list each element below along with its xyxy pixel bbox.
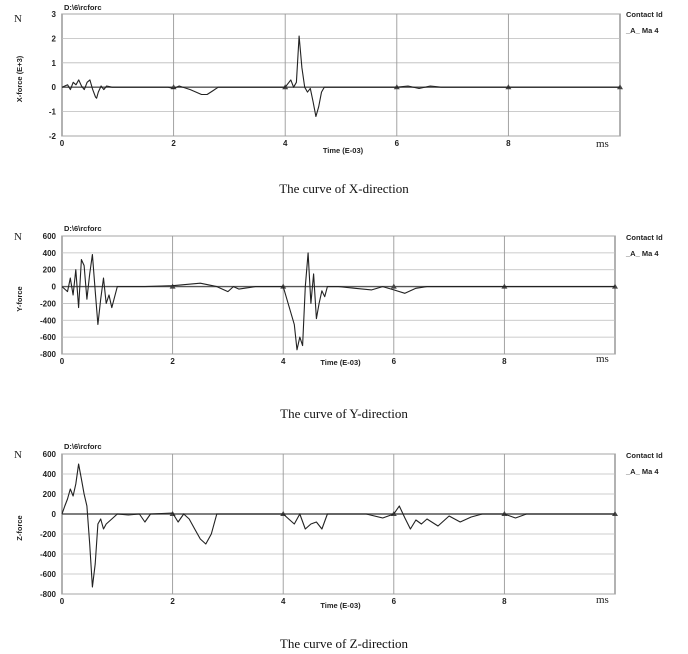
legend-title: Contact Id	[626, 233, 663, 242]
x-axis-label: Time (E-03)	[320, 358, 361, 367]
x-tick-label: 8	[502, 357, 507, 366]
y-axis-label: Z-force	[15, 515, 24, 540]
y-tick-label: 200	[43, 266, 57, 275]
chart-panel-x: 3 2 1 0 -1 -2 0 2 4 6 8 D:\6\rcforc N X-force (E+3) Ti…	[0, 0, 688, 200]
y-tick-label: 0	[52, 510, 57, 519]
chart-caption-z: The curve of Z-direction	[279, 636, 409, 651]
x-tick-label: 8	[502, 597, 507, 606]
y-tick-label: -1	[49, 108, 57, 117]
legend-entry: _A_ Ma 4	[625, 467, 659, 476]
y-tick-label: -600	[40, 333, 57, 342]
y-axis-label: Y-force	[15, 286, 24, 311]
series-marker	[390, 283, 397, 289]
unit-label-right: ms	[596, 594, 609, 606]
y-tick-label: -800	[40, 350, 57, 359]
chart-panel-y: 600 400 200 0 -200 -400 -600 -800 0 2 4 6 8 D:\6\rcfo…	[0, 218, 688, 428]
x-tick-label: 4	[281, 357, 286, 366]
chart-caption-y: The curve of Y-direction	[280, 406, 408, 421]
chart-panel-z: 600 400 200 0 -200 -400 -600 -800 0 2 4 6 8 D:\6\rcfo…	[0, 440, 688, 654]
legend-title: Contact Id	[626, 10, 663, 19]
series-line-a-ma-4	[61, 463, 615, 588]
y-axis-label: X-force (E+3)	[15, 55, 24, 102]
x-tick-label: 2	[170, 357, 175, 366]
series-line-a-ma-4	[61, 35, 620, 118]
x-tick-label: 4	[281, 597, 286, 606]
unit-label-right: ms	[596, 353, 609, 365]
unit-label-right: ms	[596, 138, 609, 150]
x-tick-label: 0	[60, 139, 65, 148]
y-tick-label: -200	[40, 530, 57, 539]
plot-frame	[61, 453, 616, 595]
file-path-label: D:\6\rcforc	[64, 442, 102, 451]
y-tick-label: -2	[49, 132, 57, 141]
plot-frame	[61, 235, 616, 355]
x-tick-label: 6	[392, 357, 397, 366]
x-tick-label: 2	[170, 597, 175, 606]
x-tick-label: 2	[171, 139, 176, 148]
y-tick-label: -200	[40, 299, 57, 308]
y-tick-label: 2	[52, 34, 57, 43]
x-tick-label: 0	[60, 357, 65, 366]
file-path-label: D:\6\rcforc	[64, 224, 102, 233]
x-axis-label: Time (E-03)	[323, 146, 364, 155]
y-tick-label: -400	[40, 550, 57, 559]
y-tick-label: 600	[43, 232, 57, 241]
legend-title: Contact Id	[626, 451, 663, 460]
x-axis-label: Time (E-03)	[320, 601, 361, 610]
x-tick-label: 6	[395, 139, 400, 148]
y-tick-label: 400	[43, 249, 57, 258]
y-tick-label: -800	[40, 590, 57, 599]
y-tick-label: 3	[52, 10, 57, 19]
y-tick-label: 0	[52, 283, 57, 292]
y-tick-label: 0	[52, 83, 57, 92]
unit-label-left: N	[14, 231, 22, 243]
x-tick-label: 8	[506, 139, 511, 148]
y-tick-label: -600	[40, 570, 57, 579]
unit-label-left: N	[14, 449, 22, 461]
series-line-a-ma-4	[61, 252, 615, 351]
y-tick-label: 1	[52, 59, 57, 68]
x-tick-label: 6	[392, 597, 397, 606]
unit-label-left: N	[14, 13, 22, 25]
y-tick-label: 600	[43, 450, 57, 459]
file-path-label: D:\6\rcforc	[64, 3, 102, 12]
legend-entry: _A_ Ma 4	[625, 26, 659, 35]
y-tick-label: 400	[43, 470, 57, 479]
y-tick-label: 200	[43, 490, 57, 499]
chart-caption-x: The curve of X-direction	[279, 181, 409, 196]
plot-frame	[61, 13, 621, 137]
y-tick-label: -400	[40, 316, 57, 325]
x-tick-label: 0	[60, 597, 65, 606]
legend-entry: _A_ Ma 4	[625, 249, 659, 258]
x-tick-label: 4	[283, 139, 288, 148]
